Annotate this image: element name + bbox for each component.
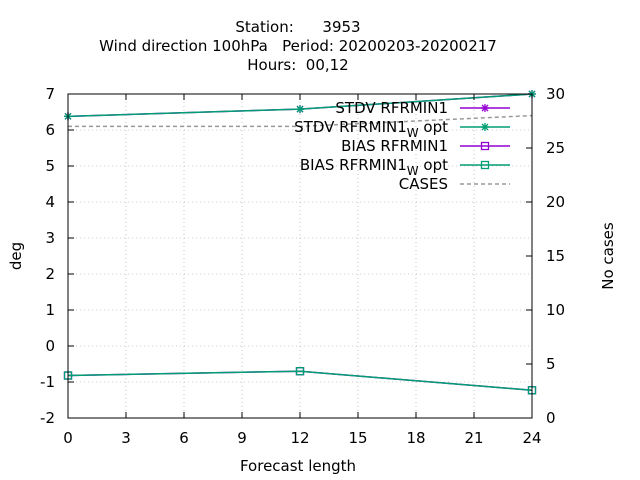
legend-marker xyxy=(480,160,490,170)
y2-tick-label: 25 xyxy=(546,139,565,157)
x-tick-label: 9 xyxy=(237,429,247,447)
series-layer xyxy=(63,90,537,395)
legend-item: STDV RFRMIN1 xyxy=(335,99,510,117)
title-line: Station: 3953 xyxy=(235,18,360,36)
y-tick-label: -1 xyxy=(40,373,55,391)
y2-tick-label: 5 xyxy=(546,355,556,373)
legend-label: STDV RFRMIN1 xyxy=(335,99,448,117)
series-line xyxy=(68,114,533,128)
x-tick-label: 15 xyxy=(348,429,367,447)
y-tick-label: 3 xyxy=(45,229,55,247)
y2-tick-label: 20 xyxy=(546,193,565,211)
y-tick-label: 5 xyxy=(45,157,55,175)
x-tick-label: 21 xyxy=(464,429,483,447)
legend-item: STDV RFRMIN1W opt xyxy=(294,118,510,140)
series-3 xyxy=(63,367,537,395)
y2-tick-label: 10 xyxy=(546,301,565,319)
x-tick-label: 3 xyxy=(121,429,131,447)
x-tick-label: 24 xyxy=(522,429,541,447)
legend-marker xyxy=(481,123,489,131)
x-tick-label: 18 xyxy=(406,429,425,447)
legend-item: BIAS RFRMIN1 xyxy=(341,137,510,155)
y2-tick-label: 15 xyxy=(546,247,565,265)
legend-label: BIAS RFRMIN1W opt xyxy=(300,156,448,178)
x-axis-label: Forecast length xyxy=(240,457,356,475)
y-tick-label: 4 xyxy=(45,193,55,211)
legend-label: CASES xyxy=(399,175,448,193)
title-line: Wind direction 100hPa Period: 20200203-2… xyxy=(99,37,497,55)
y2-tick-label: 0 xyxy=(546,409,556,427)
y2-axis-label: No cases xyxy=(599,222,617,290)
grid xyxy=(68,94,532,418)
y-tick-label: 2 xyxy=(45,265,55,283)
legend-label: STDV RFRMIN1W opt xyxy=(294,118,448,140)
x-tick-label: 6 xyxy=(179,429,189,447)
series-line xyxy=(67,370,533,392)
title-line: Hours: 00,12 xyxy=(247,56,348,74)
series-4 xyxy=(68,114,533,128)
y-tick-label: 6 xyxy=(45,121,55,139)
y-tick-label: 7 xyxy=(45,85,55,103)
data-point xyxy=(295,367,305,376)
legend-marker xyxy=(480,141,490,151)
y-tick-label: 0 xyxy=(45,337,55,355)
legend-label: BIAS RFRMIN1 xyxy=(341,137,448,155)
y-tick-label: -2 xyxy=(40,409,55,427)
legend-item: BIAS RFRMIN1W opt xyxy=(300,156,510,178)
y-tick-label: 1 xyxy=(45,301,55,319)
legend-marker xyxy=(481,104,489,112)
y2-tick-label: 30 xyxy=(546,85,565,103)
data-point xyxy=(296,105,304,114)
legend-item: CASES xyxy=(399,175,510,193)
x-tick-label: 12 xyxy=(290,429,309,447)
x-tick-label: 0 xyxy=(63,429,73,447)
y-axis-label: deg xyxy=(7,242,25,270)
